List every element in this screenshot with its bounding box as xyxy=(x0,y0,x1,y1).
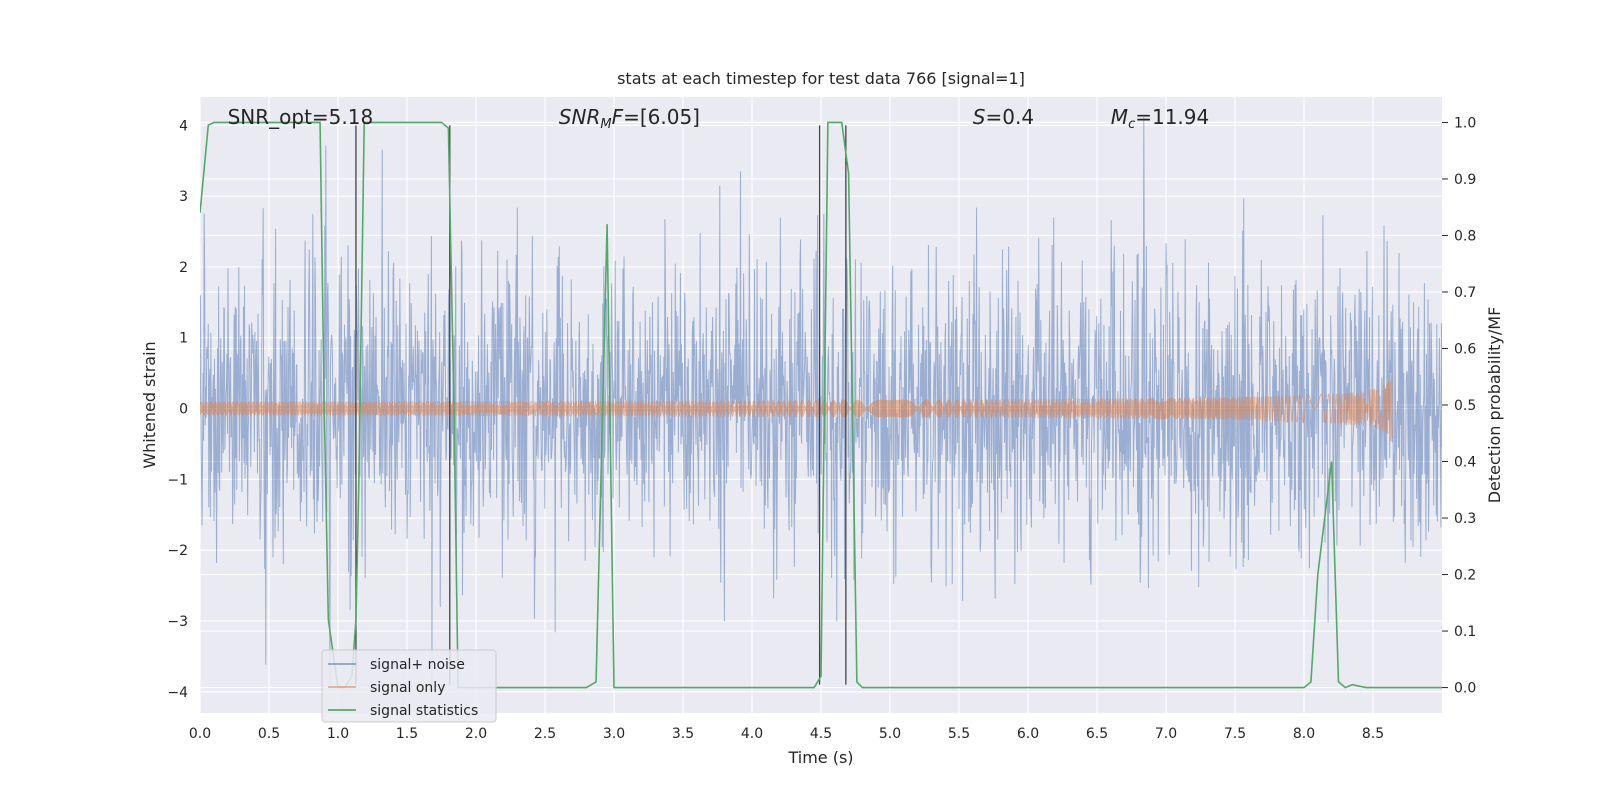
x-tick-label: 1.5 xyxy=(396,726,418,742)
y-left-tick-label: 0 xyxy=(179,402,188,418)
y-left-tick-label: 2 xyxy=(179,260,188,276)
annotation-snr-opt: SNR_opt=5.18 xyxy=(228,105,374,129)
chart-title: stats at each timestep for test data 766… xyxy=(617,69,1025,88)
annotations: SNR_opt=5.18 SNRMF=[6.05] S=0.4 Mc=11.94 xyxy=(228,105,1210,132)
x-tick-label: 5.0 xyxy=(879,726,901,742)
y-right-tick-label: 0.3 xyxy=(1454,511,1476,527)
y-right-tick-label: 0.9 xyxy=(1454,172,1476,188)
y-left-tick-label: −3 xyxy=(167,614,188,630)
legend: signal+ noise signal only signal statistic… xyxy=(321,649,497,723)
annotation-snr-mf-symbol: SNR xyxy=(559,105,601,129)
annotation-mc-value: =11.94 xyxy=(1135,105,1209,129)
annotation-mc-symbol: M xyxy=(1111,105,1128,129)
x-tick-label: 8.0 xyxy=(1293,726,1315,742)
x-tick-label: 0.5 xyxy=(258,726,280,742)
series-signal-statistics xyxy=(200,121,1442,689)
x-tick-label: 2.0 xyxy=(465,726,487,742)
y-right-tick-label: 0.2 xyxy=(1454,568,1476,584)
y-axis-right-label: Detection probability/MF xyxy=(1485,307,1504,504)
annotation-snr-mf-symbol-f: F xyxy=(612,105,624,129)
x-tick-label: 3.0 xyxy=(603,726,625,742)
x-tick-label: 7.5 xyxy=(1224,726,1246,742)
annotation-s-value: =0.4 xyxy=(986,105,1035,129)
annotation-snr-mf-subscript: M xyxy=(600,117,611,132)
annotation-mc: Mc=11.94 xyxy=(1111,105,1209,132)
y-right-tick-label: 0.7 xyxy=(1454,285,1476,301)
series-signal-only xyxy=(200,375,1394,442)
x-tick-label: 4.5 xyxy=(810,726,832,742)
x-tick-label: 8.5 xyxy=(1362,726,1384,742)
x-tick-label: 5.5 xyxy=(948,726,970,742)
y-left-tick-label: 1 xyxy=(179,331,188,347)
y-right-tick-label: 0.0 xyxy=(1454,681,1476,697)
y-left-tick-label: −1 xyxy=(167,472,188,488)
x-tick-label: 2.5 xyxy=(534,726,556,742)
x-tick-label: 4.0 xyxy=(741,726,763,742)
x-tick-label: 3.5 xyxy=(672,726,694,742)
annotation-s-symbol: S xyxy=(973,105,986,129)
x-tick-label: 6.0 xyxy=(1017,726,1039,742)
annotation-s: S=0.4 xyxy=(973,105,1034,129)
x-tick-label: 0.0 xyxy=(189,726,211,742)
legend-label: signal statistics xyxy=(370,703,478,719)
y-left-tick-label: −2 xyxy=(167,543,188,559)
y-right-tick-label: 0.8 xyxy=(1454,228,1476,244)
x-tick-label: 6.5 xyxy=(1086,726,1108,742)
y-right-tick-label: 1.0 xyxy=(1454,115,1476,131)
series-signal-noise xyxy=(200,117,1442,685)
legend-label: signal only xyxy=(370,680,445,696)
y-right-tick-label: 0.4 xyxy=(1454,455,1476,471)
y-left-tick-label: −4 xyxy=(167,685,188,701)
y-left-tick-label: 3 xyxy=(179,189,188,205)
y-right-tick-label: 0.6 xyxy=(1454,341,1476,357)
x-axis-ticks: 0.0 0.5 1.0 1.5 2.0 2.5 3.0 3.5 4.0 4.5 5.0 5.5 6.0 6… xyxy=(189,726,1384,742)
legend-box xyxy=(321,649,497,723)
y-axis-right-ticks: 1.0 0.9 0.8 0.7 0.6 0.5 0.4 0.3 0.2 0.1 0.0 xyxy=(1442,115,1476,697)
y-axis-left-ticks: 4 3 2 1 0 −1 −2 −3 −4 xyxy=(167,118,188,700)
x-tick-label: 7.0 xyxy=(1155,726,1177,742)
annotation-mc-subscript: c xyxy=(1128,117,1135,132)
legend-label: signal+ noise xyxy=(370,657,465,673)
annotation-snr-mf-value: =[6.05] xyxy=(623,105,700,129)
x-tick-label: 1.0 xyxy=(327,726,349,742)
x-axis-label: Time (s) xyxy=(787,748,853,767)
y-right-tick-label: 0.5 xyxy=(1454,398,1476,414)
y-right-tick-label: 0.1 xyxy=(1454,624,1476,640)
y-axis-left-label: Whitened strain xyxy=(140,341,159,468)
y-left-tick-label: 4 xyxy=(179,118,188,134)
annotation-snr-mf: SNRMF=[6.05] xyxy=(559,105,700,132)
